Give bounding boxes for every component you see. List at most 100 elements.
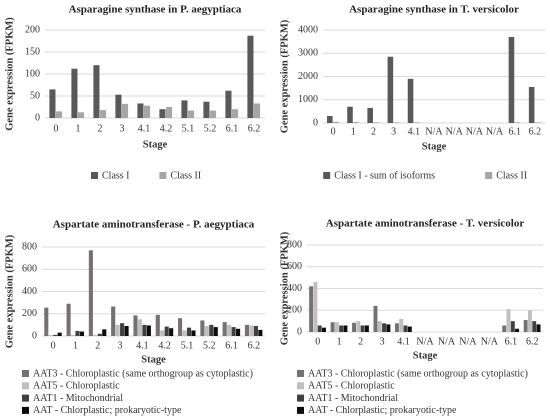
x-tick-label: 4.1 [138, 123, 151, 134]
x-tick-label: 6.2 [248, 123, 261, 134]
legend-label: Class II [170, 170, 201, 181]
bar [330, 322, 335, 332]
bar [57, 332, 62, 336]
x-tick-label: 5.2 [203, 340, 216, 351]
x-tick-label: 1 [76, 123, 81, 134]
bar [88, 250, 93, 336]
bar [191, 330, 196, 336]
bar [188, 110, 195, 118]
y-axis-title: Gene expression (FPKM) [279, 19, 290, 133]
bar [356, 321, 361, 332]
y-tick-label: 600 [287, 261, 302, 272]
x-tick-label: 4.2 [160, 123, 173, 134]
x-tick-label: 0 [54, 123, 59, 134]
bar [382, 323, 387, 332]
legend-label: AAT - Chlorplastic; prokaryotic-type [308, 405, 457, 416]
bar [100, 110, 107, 118]
bar [142, 324, 147, 336]
bar [364, 325, 369, 332]
y-tick-label: 100 [25, 68, 40, 79]
bar [231, 327, 236, 336]
bar [254, 103, 261, 118]
bar [333, 121, 339, 123]
bar [236, 328, 241, 336]
bar [169, 328, 174, 336]
bar [159, 109, 166, 118]
x-tick-label: 1 [337, 336, 342, 347]
bar [377, 321, 382, 332]
bar [313, 281, 318, 332]
legend-swatch [22, 394, 29, 402]
y-tick-label: 50 [30, 90, 40, 101]
legend-label: AAT3 - Chloroplastic (same orthogroup as… [308, 368, 528, 379]
y-tick-label: 400 [22, 286, 37, 297]
bar [178, 318, 183, 336]
bar [49, 89, 56, 118]
y-tick-label: 200 [25, 24, 40, 35]
x-tick-label: 4.1 [397, 336, 410, 347]
bar [222, 322, 227, 336]
bar [137, 319, 142, 336]
x-tick-label: N/A [481, 336, 499, 347]
bar [343, 325, 348, 332]
bar [528, 86, 535, 123]
bar [53, 334, 58, 336]
bar [373, 122, 380, 123]
y-tick-label: 0 [297, 326, 302, 337]
bar [407, 78, 414, 123]
bar [506, 309, 511, 332]
y-axis-title: Gene expression (FPKM) [4, 234, 15, 348]
x-tick-label: 6.1 [505, 336, 518, 347]
x-tick-label: 6.2 [248, 340, 261, 351]
bar [186, 327, 192, 336]
x-tick-label: N/A [486, 126, 504, 137]
bar [44, 307, 49, 336]
x-tick-label: 5.1 [181, 340, 194, 351]
bar [75, 330, 80, 336]
bar [225, 90, 232, 118]
bar [399, 318, 404, 332]
x-tick-label: 2 [98, 123, 103, 134]
bar [213, 327, 218, 336]
legend-label: AAT1 - Mitochondrial [33, 393, 123, 404]
x-tick-label: 4.2 [158, 340, 171, 351]
legend-label: AAT1 - Mitochondrial [308, 393, 398, 404]
bar [352, 322, 357, 332]
bar [164, 326, 169, 336]
bar [536, 324, 541, 332]
bar [232, 109, 239, 118]
legend-label: AAT5 - Chloroplastic [308, 381, 395, 392]
y-tick-label: 2000 [298, 71, 318, 82]
bar [508, 36, 515, 123]
x-tick-label: 3 [380, 336, 385, 347]
bar [111, 306, 116, 336]
bar [387, 56, 394, 123]
bar [79, 331, 85, 336]
bar [133, 315, 138, 336]
x-tick-label: 6.1 [226, 123, 239, 134]
legend-swatch [485, 172, 493, 179]
legend-label: AAT5 - Chloroplastic [33, 381, 120, 392]
x-tick-label: 0 [315, 336, 320, 347]
chart-title: Asparagine synthase in P. aegyptiaca [69, 4, 242, 16]
bar [502, 325, 507, 332]
x-tick-label: 2 [371, 126, 376, 137]
x-axis-title: Stage [143, 139, 168, 150]
x-tick-label: N/A [438, 336, 456, 347]
legend-label: AAT - Chlorplastic; prokaryotic-type [33, 405, 182, 416]
y-tick-label: 1000 [298, 94, 318, 105]
x-tick-label: 6.1 [225, 340, 238, 351]
bar [204, 325, 209, 336]
x-tick-label: 6.1 [508, 126, 521, 137]
bar [515, 328, 520, 332]
bar [93, 334, 98, 336]
bar [115, 324, 120, 336]
x-tick-label: 0 [51, 340, 56, 351]
x-tick-label: 6.2 [529, 126, 542, 137]
y-tick-label: 3000 [298, 48, 318, 59]
legend-swatch [297, 394, 304, 402]
x-tick-label: 3 [120, 123, 125, 134]
bar [97, 333, 102, 336]
bar [115, 94, 122, 118]
bar [347, 106, 353, 123]
